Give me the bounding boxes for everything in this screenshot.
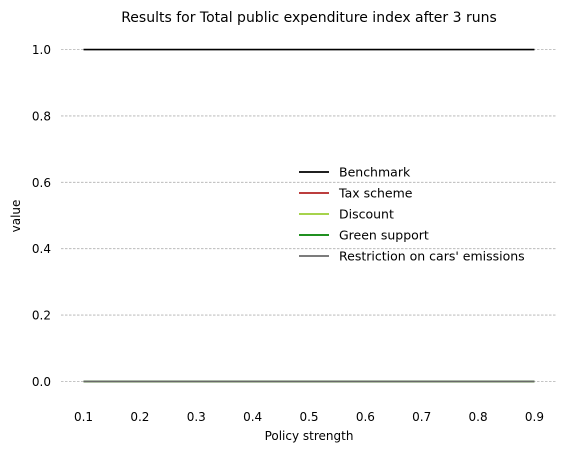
- legend-label: Discount: [339, 207, 394, 222]
- y-tick-label: 0.2: [32, 309, 51, 323]
- y-tick-label: 1.0: [32, 43, 51, 57]
- legend-label: Green support: [339, 228, 429, 243]
- x-tick-label: 0.5: [299, 410, 318, 424]
- legend-label: Restriction on cars' emissions: [339, 249, 525, 264]
- y-axis-ticks: 0.0 0.2 0.4 0.6 0.8 1.0: [32, 43, 51, 389]
- x-tick-label: 0.9: [525, 410, 544, 424]
- series-lines: [83, 48, 535, 383]
- x-tick-label: 0.6: [356, 410, 375, 424]
- x-tick-label: 0.8: [469, 410, 488, 424]
- legend-label: Benchmark: [339, 165, 411, 180]
- x-axis-label: Policy strength: [265, 429, 354, 443]
- y-tick-label: 0.6: [32, 176, 51, 190]
- x-tick-label: 0.2: [130, 410, 149, 424]
- legend-label: Tax scheme: [338, 186, 413, 201]
- y-tick-label: 0.0: [32, 375, 51, 389]
- x-tick-label: 0.1: [74, 410, 93, 424]
- legend: Benchmark Tax scheme Discount Green support…: [299, 165, 525, 264]
- chart-title: Results for Total public expenditure ind…: [121, 10, 497, 26]
- y-tick-label: 0.4: [32, 242, 51, 256]
- x-tick-label: 0.4: [243, 410, 262, 424]
- x-axis-ticks: 0.1 0.2 0.3 0.4 0.5 0.6 0.7 0.8 0.9: [74, 410, 544, 424]
- y-tick-label: 0.8: [32, 109, 51, 123]
- x-tick-label: 0.3: [187, 410, 206, 424]
- y-axis-label: value: [9, 200, 23, 233]
- x-tick-label: 0.7: [412, 410, 431, 424]
- grid: [61, 49, 557, 382]
